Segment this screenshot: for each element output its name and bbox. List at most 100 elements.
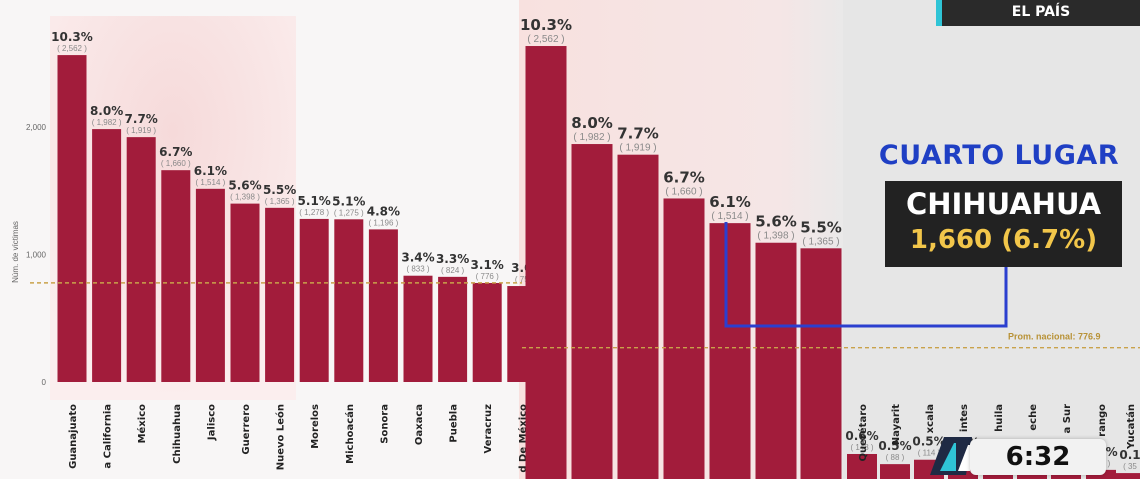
bar-pct-label: 6.7% [663,168,705,186]
category-label: Querétaro [857,404,869,462]
bar-count-label: ( 1,514 ) [711,211,748,222]
bar-count-label: ( 824 ) [441,266,464,275]
bar-8 [334,219,364,382]
bar-4 [709,223,751,479]
category-label: a California [103,404,114,469]
callout-heading: CUARTO LUGAR [878,140,1120,171]
bar-pct-label: 6.1% [709,193,751,211]
bar-6 [265,207,295,382]
bar-pct-label: 0.6% [845,429,878,443]
callout-state: CHIHUAHUA [905,187,1102,221]
bar-count-label: ( 35 [1123,462,1137,471]
bar-count-label: ( 833 ) [406,265,429,274]
bar-15 [1115,473,1140,479]
bar-pct-label: 0.1 [1119,448,1140,462]
channel-logo-icon [930,437,972,475]
bar-pct-label: 5.1% [332,194,365,208]
category-label: xcala [925,404,936,433]
bar-pct-label: 10.3% [51,30,93,44]
bar-count-label: ( 1,278 ) [299,208,329,217]
bar-pct-label: 7.7% [125,112,158,126]
bar-pct-label: 6.1% [194,164,227,178]
bar-count-label: ( 114 ) [918,449,941,458]
bar-9 [368,229,398,382]
category-label: Jalisco [206,404,217,441]
callout-connector-line [724,222,1008,328]
category-label: Sonora [379,404,390,444]
bar-pct-label: 4.8% [367,204,400,218]
bar-count-label: ( 1,398 ) [757,231,794,242]
bar-pct-label: 5.6% [755,213,797,231]
bar-pct-label: 5.1% [298,194,331,208]
bar-0 [57,55,87,382]
bar-count-label: ( 1,196 ) [369,218,399,227]
bar-pct-label: 3.3% [436,252,469,266]
bar-7 [847,453,877,479]
bar-4 [195,188,225,382]
category-label: a Sur [1062,404,1073,434]
bar-2 [126,137,156,382]
category-label: huila [994,404,1005,432]
bar-5 [230,203,260,382]
bar-count-label: ( 148 ) [850,443,873,452]
category-label: Puebla [449,404,460,443]
bar-pct-label: 5.5% [800,218,842,236]
bar-pct-label: 7.7% [617,125,659,143]
bar-pct-label: 8.0% [90,104,123,118]
y-axis-label: Núm. de víctimas [11,221,20,283]
bar-count-label: ( 1,919 ) [126,126,156,135]
bar-0 [525,46,567,479]
category-label: Michoacán [344,404,356,464]
bar-count-label: ( 1,982 ) [573,132,610,143]
bar-count-label: ( 75 [515,275,529,284]
bar-count-label: ( 1,660 ) [665,186,702,197]
category-label: rango [1097,404,1108,437]
y-tick-label: 0 [42,378,47,387]
bar-count-label: ( 1,398 ) [230,193,260,202]
bar-8 [880,464,910,479]
bar-count-label: ( 1,982 ) [92,118,122,127]
category-label: Oaxaca [414,404,425,445]
y-tick-label: 1,000 [26,250,47,259]
bar-pct-label: 3.4% [401,251,434,265]
bar-count-label: ( 1,514 ) [196,178,226,187]
bar-7 [299,218,329,382]
bar-count-label: ( 88 ) [886,453,905,462]
average-label: Prom. nacional: 776.9 [1008,332,1101,342]
bar-count-label: ( 1,275 ) [334,208,364,217]
category-label: Yucatán [1125,404,1137,450]
bar-pct-label: 8.0% [571,114,613,132]
bar-pct-label: 3.1% [471,258,504,272]
brand-label: EL PAÍS [936,0,1140,26]
callout-value: 1,660 (6.7%) [909,225,1098,255]
bar-6 [800,248,842,479]
category-label: Veracruz [483,404,494,454]
chart-right: 10.3%( 2,562 ) 8.0%( 1,982 ) 7.7%( 1,919 )… [520,16,1140,479]
category-label: Chihuahua [172,404,183,464]
y-tick-label: 2,000 [26,123,47,132]
clock-widget: 6:32 [926,431,1110,479]
bar-1 [92,129,122,382]
clock-time: 6:32 [970,439,1106,475]
bar-pct-label: 5.5% [263,183,296,197]
bar-pct-label: 10.3% [520,16,572,34]
bar-count-label: ( 2,562 ) [57,44,87,53]
bar-pct-label: 0.5% [912,435,945,449]
bar-count-label: ( 1,365 ) [265,197,295,206]
bar-pct-label: 0.5% [878,439,911,453]
category-label: Nuevo León [275,404,287,470]
category-label: intes [959,404,970,432]
category-label: eche [1028,404,1039,431]
bar-10 [403,275,433,382]
bar-count-label: ( 2,562 ) [527,34,564,45]
bar-1 [571,144,613,479]
category-label: Guanajuato [68,404,79,469]
bar-12 [472,282,502,382]
bar-count-label: ( 776 ) [476,272,499,281]
chart-left: 0 1,000 2,000 Núm. de víctimas 10.3%( 2,562 … [11,30,537,473]
category-label: Guerrero [241,404,252,455]
bar-3 [161,170,191,382]
category-label: Nayarit [891,404,902,445]
bar-2 [617,154,659,479]
bar-pct-label: 5.6% [228,179,261,193]
